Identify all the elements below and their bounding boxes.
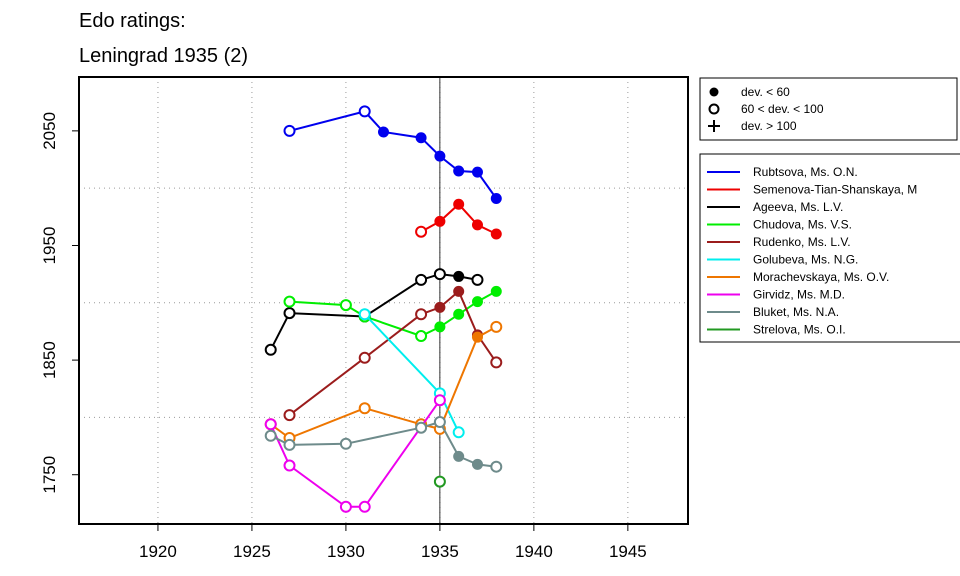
data-point (453, 285, 465, 297)
data-point (434, 215, 446, 227)
plot-frame (78, 76, 689, 525)
x-tick-label: 1930 (327, 542, 365, 561)
y-tick-label: 1850 (40, 341, 59, 379)
data-point (415, 308, 428, 321)
legend-entry-label: Strelova, Ms. O.I. (753, 323, 846, 337)
x-tick-label: 1945 (609, 542, 647, 561)
data-point (433, 415, 446, 428)
deviation-legend-label: 60 < dev. < 100 (741, 102, 824, 116)
legend-entry-label: Chudova, Ms. V.S. (753, 218, 852, 232)
data-point (358, 351, 371, 364)
series-line (289, 110, 498, 200)
data-point (433, 475, 446, 488)
plus-marker (708, 120, 720, 132)
legend-entry-label: Golubeva, Ms. N.G. (753, 253, 858, 267)
data-point (433, 394, 446, 407)
legend-entry-label: Ageeva, Ms. L.V. (753, 200, 843, 214)
data-point (490, 192, 502, 204)
data-point (434, 321, 446, 333)
data-point (339, 500, 352, 513)
legend-entry-label: Rudenko, Ms. L.V. (753, 235, 851, 249)
open-circle-marker (708, 103, 720, 115)
legend-area: dev. < 60 60 < dev. < 100 dev. > 100 Rubtso… (699, 77, 960, 343)
series-line (269, 273, 478, 351)
data-point (283, 438, 296, 451)
data-point (453, 308, 465, 320)
legend-entry-label: Morachevskaya, Ms. O.V. (753, 270, 889, 284)
data-point (378, 126, 389, 138)
data-point (453, 270, 465, 282)
data-point (358, 402, 371, 415)
legend-entry-label: Girvidz, Ms. M.D. (753, 288, 845, 302)
data-point (339, 437, 352, 450)
data-point (433, 268, 446, 281)
x-tick-label: 1920 (139, 542, 177, 561)
data-point (453, 165, 465, 177)
data-point (471, 166, 483, 178)
legend-entry-label: Rubtsova, Ms. O.N. (753, 165, 858, 179)
x-tick-label: 1935 (421, 542, 459, 561)
legend-entry-label: Semenova-Tian-Shanskaya, M (753, 183, 917, 197)
chart-title-line-2: Leningrad 1935 (2) (79, 45, 248, 67)
y-tick-label: 1950 (40, 227, 59, 265)
deviation-legend-box (699, 77, 958, 141)
data-point (264, 429, 277, 442)
x-tick-label: 1940 (515, 542, 553, 561)
data-point (358, 105, 371, 118)
x-tick-label: 1925 (233, 542, 271, 561)
data-point (453, 450, 465, 462)
legend-entry-label: Bluket, Ms. N.A. (753, 305, 839, 319)
data-point (415, 132, 427, 144)
data-point (490, 228, 502, 240)
data-point (358, 308, 371, 321)
data-point (471, 219, 483, 231)
data-point (471, 458, 483, 470)
data-point (490, 356, 503, 369)
data-point (415, 273, 428, 286)
data-point (339, 299, 352, 312)
data-point (358, 500, 371, 513)
data-point (264, 418, 277, 431)
data-point (415, 421, 428, 434)
data-point (471, 331, 483, 343)
series-line (269, 399, 441, 508)
series-legend-box (699, 153, 960, 343)
data-point (490, 460, 503, 473)
data-point (415, 225, 428, 238)
data-point (264, 343, 277, 356)
data-point (283, 409, 296, 422)
data-point (453, 198, 465, 210)
y-tick-label: 1750 (40, 456, 59, 494)
data-point (434, 150, 446, 162)
data-point (283, 124, 296, 137)
data-point (283, 307, 296, 320)
deviation-legend-label: dev. < 60 (741, 85, 790, 99)
data-point (452, 426, 465, 439)
data-point (471, 296, 483, 308)
data-point (283, 459, 296, 472)
data-point (283, 295, 296, 308)
data-point (490, 285, 502, 297)
deviation-legend-label: dev. > 100 (741, 119, 797, 133)
data-point (415, 330, 428, 343)
data-point (490, 320, 503, 333)
chart-title-line-1: Edo ratings: (79, 10, 186, 32)
filled-circle-marker (709, 87, 719, 97)
data-point (471, 273, 484, 286)
plot-area: 1920 1925 1930 1935 1940 1945 1750 1850 1950 2050 (40, 76, 689, 561)
data-point (434, 301, 446, 313)
y-tick-label: 2050 (40, 112, 59, 150)
